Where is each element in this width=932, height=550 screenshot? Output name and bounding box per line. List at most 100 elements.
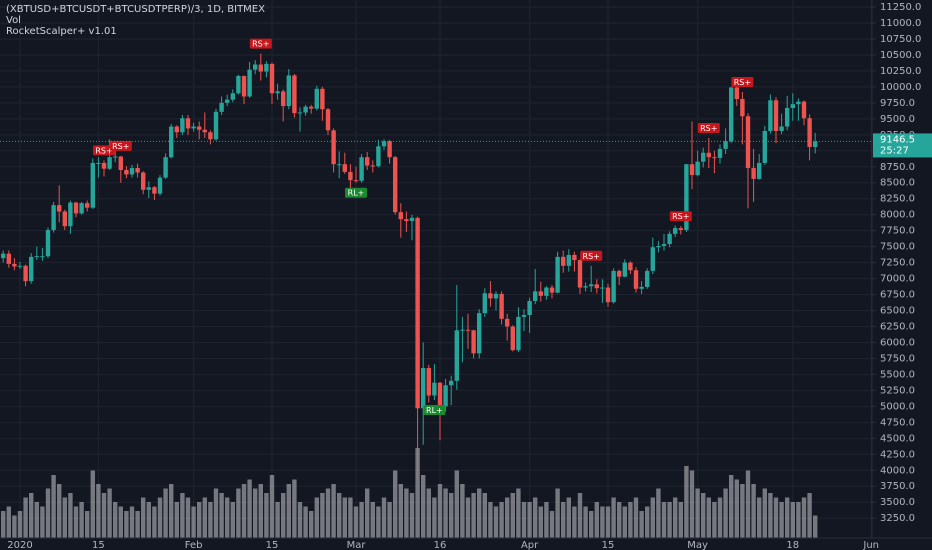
volume-bar (219, 493, 224, 538)
candle-body (40, 256, 45, 258)
volume-bar (381, 497, 387, 538)
candle-body (460, 329, 465, 331)
candle-body (589, 284, 594, 287)
candle-body (157, 177, 163, 194)
volume-bar (34, 502, 39, 538)
volume-bar (409, 493, 415, 538)
candle-body (17, 265, 23, 267)
volume-bar (516, 488, 521, 538)
volume-bar (185, 497, 191, 538)
volume-bar (465, 497, 471, 538)
candle-body (740, 99, 745, 117)
candle-body (113, 156, 118, 158)
candle-body (600, 287, 605, 289)
candle-body (801, 101, 807, 119)
candle-body (572, 254, 577, 261)
volume-bar (129, 506, 135, 538)
volume-bar (605, 506, 611, 538)
volume-bar (594, 502, 599, 538)
y-tick-label: 9500.0 (880, 114, 915, 125)
volume-bar (398, 484, 403, 538)
candle-body (387, 141, 392, 158)
candle-body (723, 141, 728, 149)
y-tick-label: 8500.0 (880, 178, 915, 189)
candle-body (421, 368, 426, 409)
candle-body (628, 262, 633, 271)
y-tick-label: 8000.0 (880, 210, 915, 221)
volume-bar (45, 488, 51, 538)
volume-bar (437, 484, 443, 538)
volume-bar (365, 488, 370, 538)
candle-body (633, 270, 639, 289)
volume-bar (191, 506, 196, 538)
candle-body (717, 148, 723, 158)
signal-label: RS+ (112, 142, 129, 151)
candle-body (555, 256, 560, 293)
candle-body (695, 161, 700, 176)
candle-body (320, 88, 325, 110)
candle-body (208, 132, 213, 140)
volume-bar (337, 493, 342, 538)
volume-bar (538, 506, 543, 538)
volume-bar (387, 502, 392, 538)
x-tick-label: 15 (266, 540, 279, 550)
candle-body (309, 106, 314, 109)
candle-body (499, 293, 504, 319)
signal-label: RL+ (426, 406, 443, 415)
volume-bar (796, 502, 801, 538)
volume-bar (258, 484, 263, 538)
volume-bar (628, 502, 633, 538)
x-tick-label: 2020 (7, 540, 32, 550)
volume-bar (208, 502, 213, 538)
candle-body (331, 130, 336, 165)
signal-label: RS+ (672, 212, 689, 221)
volume-bar (62, 497, 67, 538)
candle-body (650, 247, 655, 271)
volume-bar (768, 493, 773, 538)
y-tick-label: 4000.0 (880, 465, 915, 476)
volume-bar (281, 493, 286, 538)
volume-bar (549, 511, 555, 538)
volume-bar (331, 484, 336, 538)
candle-body (79, 203, 84, 214)
candle-body (202, 129, 207, 133)
x-tick-label: Jun (862, 540, 879, 550)
candle-body (521, 315, 527, 317)
candle-body (768, 100, 773, 131)
volume-bar (342, 497, 347, 538)
volume-bar (73, 506, 79, 538)
volume-bar (667, 502, 672, 538)
candle-body (773, 100, 779, 131)
x-tick-label: May (687, 540, 708, 550)
volume-bar (325, 488, 331, 538)
candle-body (197, 126, 202, 130)
candle-body (807, 118, 812, 147)
candle-body (342, 164, 347, 172)
volume-bar (163, 488, 168, 538)
volume-bar (729, 475, 734, 538)
volume-bar (275, 502, 280, 538)
candle-body (415, 217, 420, 409)
volume-bar (247, 479, 252, 538)
signal-badge (580, 250, 603, 261)
volume-bar (286, 484, 291, 538)
signal-badge (109, 140, 132, 151)
candle-body (269, 63, 275, 94)
candle-body (785, 107, 790, 127)
y-tick-label: 7500.0 (880, 242, 915, 253)
volume-bar (656, 488, 661, 538)
volume-bar (17, 511, 23, 538)
candle-body (538, 291, 543, 296)
volume-bar (90, 470, 95, 538)
signal-label: RL+ (348, 189, 365, 198)
candle-body (549, 287, 555, 293)
volume-bar (785, 497, 790, 538)
volume-bar (353, 506, 359, 538)
x-tick-label: 18 (786, 540, 799, 550)
volume-bar (415, 448, 420, 538)
volume-bar (471, 493, 476, 538)
volume-bar (174, 502, 179, 538)
volume-bar (297, 502, 303, 538)
volume-bar (29, 493, 34, 538)
candle-body (409, 217, 415, 222)
